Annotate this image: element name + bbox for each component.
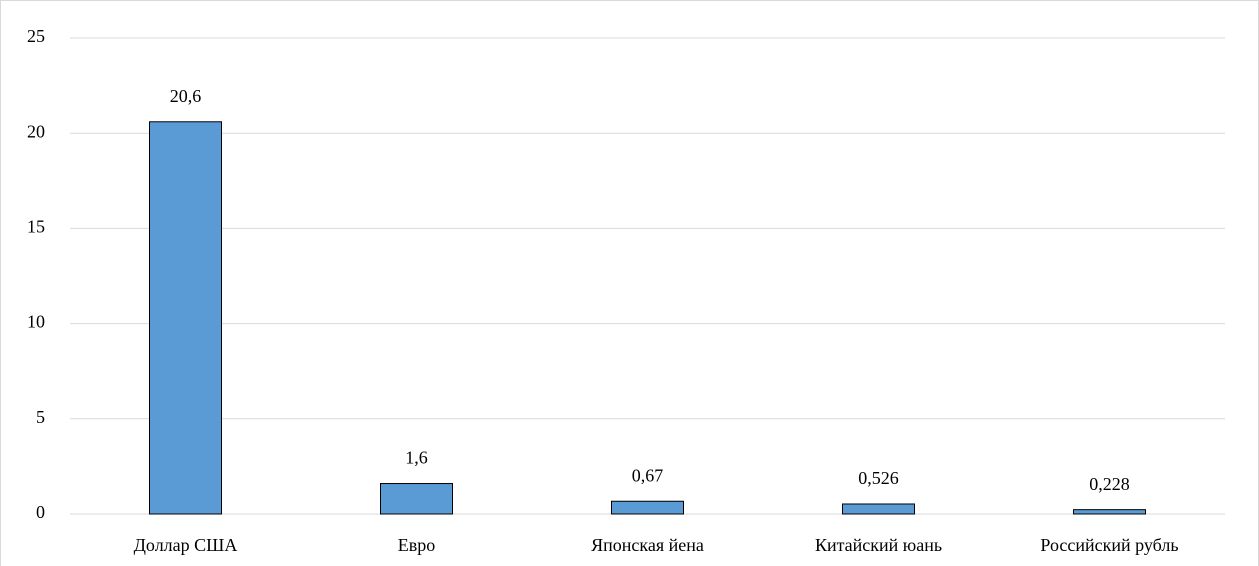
x-tick-label: Евро [398, 535, 436, 555]
bar [149, 121, 222, 515]
data-label: 1,6 [405, 448, 428, 468]
y-tick-label: 10 [27, 312, 45, 332]
data-label: 0,526 [858, 468, 899, 488]
x-tick-label: Японская йена [591, 535, 704, 555]
bar [611, 500, 684, 515]
data-label: 20,6 [170, 86, 202, 106]
data-label: 0,228 [1089, 474, 1130, 494]
bar [842, 503, 915, 515]
x-tick-label: Доллар США [134, 535, 238, 555]
bar [380, 483, 453, 515]
y-tick-label: 25 [27, 26, 45, 46]
data-label: 0,67 [632, 465, 664, 485]
y-tick-label: 0 [36, 502, 45, 522]
y-tick-label: 20 [27, 121, 45, 141]
x-tick-label: Китайский юань [815, 535, 942, 555]
bar [1073, 509, 1146, 515]
x-tick-label: Российский рубль [1040, 535, 1178, 555]
y-tick-label: 15 [27, 217, 45, 237]
y-tick-label: 5 [36, 407, 45, 427]
